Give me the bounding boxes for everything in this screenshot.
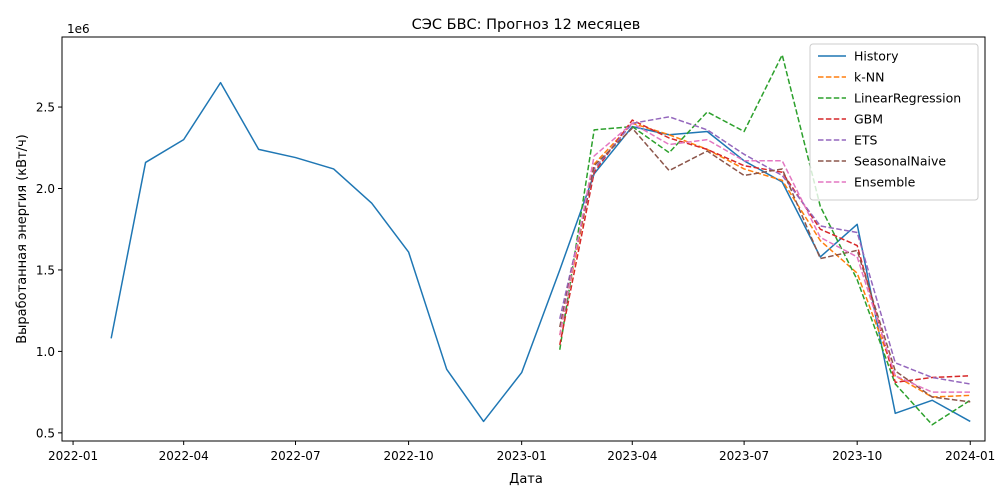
legend-label: SeasonalNaive bbox=[854, 154, 946, 169]
series-line-history bbox=[110, 81, 971, 423]
legend-label: k-NN bbox=[854, 70, 884, 85]
x-tick-label: 2023-10 bbox=[832, 449, 882, 463]
legend-label: LinearRegression bbox=[854, 91, 961, 106]
series-line-ensemble bbox=[559, 122, 971, 393]
y-tick-label: 2.0 bbox=[36, 182, 55, 196]
x-tick-label: 2022-10 bbox=[384, 449, 434, 463]
x-tick-label: 2022-04 bbox=[159, 449, 209, 463]
y-tick-label: 1.5 bbox=[36, 263, 55, 277]
legend-frame bbox=[809, 43, 979, 201]
x-axis: 2022-01 2022-04 2022-07 2022-10 2023-01 2023-… bbox=[48, 441, 995, 463]
x-tick-label: 2024-01 bbox=[945, 449, 995, 463]
series-line-ets bbox=[559, 116, 971, 385]
series-group bbox=[110, 54, 971, 426]
x-tick-label: 2023-07 bbox=[719, 449, 769, 463]
y-axis-label: Выработанная энергия (кВт/ч) bbox=[15, 134, 30, 344]
series-line-linearregression bbox=[559, 54, 971, 426]
x-tick-label: 2023-04 bbox=[607, 449, 657, 463]
x-tick-label: 2022-07 bbox=[270, 449, 320, 463]
series-line-seasonalnaive bbox=[559, 127, 971, 403]
y-tick-label: 2.5 bbox=[36, 101, 55, 115]
y-tick-label: 1.0 bbox=[36, 345, 55, 359]
legend: History k-NN LinearRegression GBM ETS Seasona… bbox=[809, 43, 979, 201]
legend-label: ETS bbox=[854, 133, 878, 148]
x-tick-label: 2022-01 bbox=[48, 449, 98, 463]
legend-label: History bbox=[854, 49, 899, 64]
chart-title: СЭС БВС: Прогноз 12 месяцев bbox=[412, 17, 641, 33]
legend-label: GBM bbox=[854, 112, 883, 127]
x-axis-label: Дата bbox=[509, 472, 543, 487]
legend-label: Ensemble bbox=[854, 175, 916, 190]
y-offset-label: 1e6 bbox=[67, 22, 90, 36]
x-tick-label: 2023-01 bbox=[497, 449, 547, 463]
series-line-k-nn bbox=[559, 122, 971, 398]
y-tick-label: 0.5 bbox=[36, 426, 55, 440]
axes-frame bbox=[61, 36, 986, 442]
y-axis: 0.5 1.0 1.5 2.0 2.5 bbox=[36, 101, 62, 440]
